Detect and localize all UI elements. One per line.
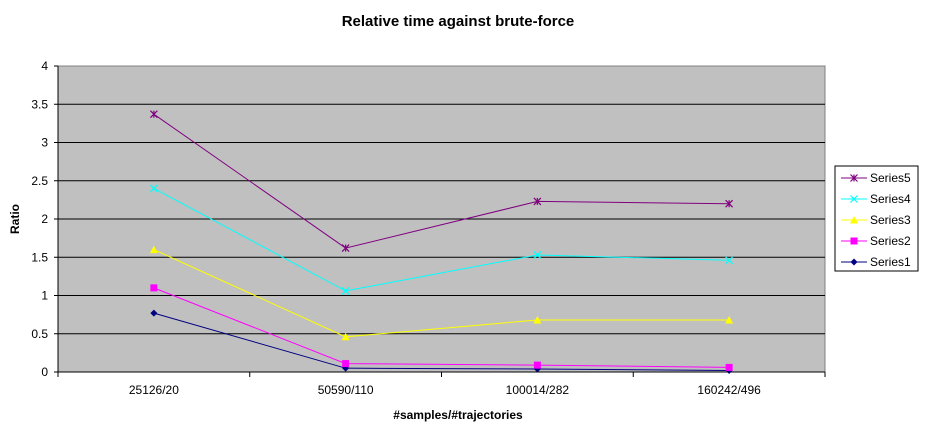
data-point <box>150 284 158 292</box>
legend-entry: Series4 <box>841 192 911 206</box>
data-point <box>533 361 541 369</box>
y-axis-ticks: 0 0.5 1 1.5 2 2.5 3 3.5 4 <box>31 59 58 379</box>
y-tick-label: 0 <box>41 365 48 379</box>
data-point <box>533 251 542 259</box>
y-tick-label: 0.5 <box>31 327 48 341</box>
y-tick-label: 3.5 <box>31 97 48 111</box>
data-point <box>342 360 350 368</box>
legend-label: Series5 <box>870 171 911 185</box>
series-line <box>153 113 730 249</box>
x-tick-label: 100014/282 <box>506 383 570 397</box>
y-tick-label: 4 <box>41 59 48 73</box>
legend-entry: Series5 <box>841 171 911 185</box>
data-point <box>149 184 158 193</box>
data-point <box>725 315 734 324</box>
legend-entry: Series3 <box>841 213 911 227</box>
series-3 <box>149 245 734 341</box>
series-line <box>153 249 730 338</box>
legend-label: Series2 <box>870 234 911 248</box>
legend-marker <box>850 237 858 245</box>
legend-marker <box>850 195 858 203</box>
legend-entry: Series2 <box>841 234 911 248</box>
marker-stroke <box>149 184 158 193</box>
data-point <box>725 256 734 265</box>
x-tick-label: 25126/20 <box>129 383 179 397</box>
legend-marker <box>850 216 858 224</box>
legend-marker <box>850 174 858 182</box>
marker-stroke <box>725 256 734 265</box>
data-point <box>341 332 350 341</box>
series-5 <box>149 110 734 252</box>
y-axis-label: Ratio <box>8 204 22 234</box>
series-4 <box>149 184 734 295</box>
series-2 <box>150 284 733 371</box>
y-tick-label: 2 <box>41 212 48 226</box>
data-point <box>150 309 158 317</box>
x-tick-label: 50590/110 <box>318 383 374 397</box>
data-point <box>725 199 734 208</box>
legend: Series5 Series4 Series3 Series2 Series1 <box>834 165 919 272</box>
y-tick-label: 1 <box>41 289 48 303</box>
data-point <box>149 245 158 254</box>
series-line <box>153 287 730 368</box>
legend-label: Series4 <box>870 192 911 206</box>
y-tick-label: 2.5 <box>31 174 48 188</box>
legend-label: Series1 <box>870 255 911 269</box>
legend-label: Series3 <box>870 213 911 227</box>
chart-title: Relative time against brute-force <box>342 13 575 30</box>
x-axis-label: #samples/#trajectories <box>393 408 523 422</box>
data-point <box>533 315 542 324</box>
y-tick-label: 3 <box>41 136 48 150</box>
series-layer <box>149 110 734 374</box>
legend-marker <box>850 258 858 266</box>
x-tick-label: 160242/496 <box>697 383 761 397</box>
data-point <box>725 363 733 371</box>
series-line <box>153 312 730 371</box>
data-point <box>149 110 158 119</box>
y-tick-label: 1.5 <box>31 250 48 264</box>
data-point <box>341 244 350 252</box>
x-axis-ticks: 25126/20 50590/110 100014/282 160242/496 <box>57 372 826 397</box>
legend-box <box>834 165 919 272</box>
marker-stroke <box>533 251 542 259</box>
marker-stroke <box>850 195 858 203</box>
data-point <box>533 197 542 206</box>
series-line <box>153 187 730 292</box>
marker-stroke <box>341 286 350 295</box>
data-point <box>341 286 350 295</box>
legend-entry: Series1 <box>841 255 911 269</box>
